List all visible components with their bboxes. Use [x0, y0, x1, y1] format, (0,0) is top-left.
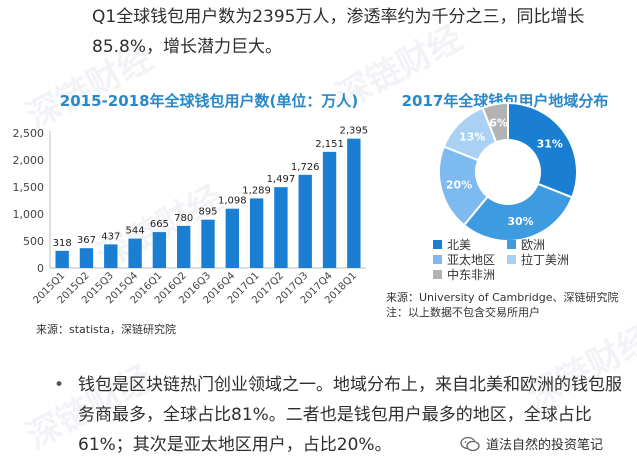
bar-2017Q4 [322, 151, 337, 268]
bar-2018Q1 [347, 138, 361, 268]
y-tick-label: 2,500 [13, 127, 45, 140]
bar-2016Q3 [201, 219, 215, 268]
bar-value-label: 1,726 [291, 162, 320, 173]
pie-source: 来源：University of Cambridge、深链研究院 注：以上数据不… [386, 290, 636, 320]
legend-swatch [507, 255, 516, 264]
y-tick-label: 1,000 [13, 208, 45, 221]
legend-item-亚太地区: 亚太地区 [433, 251, 495, 268]
y-tick-label: 0 [37, 262, 44, 275]
bullet-symbol: • [54, 375, 65, 395]
donut-slice-label: 13% [459, 130, 485, 143]
bar-value-label: 437 [101, 231, 120, 242]
legend-swatch [433, 255, 442, 264]
bar-value-label: 1,289 [242, 185, 271, 196]
legend-label: 北美 [447, 238, 472, 252]
bar-2017Q3 [298, 174, 312, 268]
bar-value-label: 318 [53, 238, 72, 249]
legend-label: 拉丁美洲 [521, 253, 570, 267]
legend-label: 亚太地区 [447, 253, 496, 267]
bar-value-label: 1,497 [267, 174, 296, 185]
wechat-icon [460, 436, 480, 451]
donut-slice-中东非洲 [481, 101, 509, 144]
bar-2015Q1 [55, 250, 69, 268]
legend-item-欧洲: 欧洲 [507, 236, 545, 253]
bar-chart-title: 2015-2018年全球钱包用户数(单位：万人) [59, 92, 359, 110]
bar-value-label: 895 [198, 207, 217, 218]
pie-source-line1: 来源：University of Cambridge、深链研究院 [386, 291, 619, 304]
bar-2015Q3 [104, 244, 118, 268]
wechat-attribution: 道法自然的投资笔记 [460, 434, 603, 453]
bar-2016Q1 [152, 232, 167, 268]
legend-label: 欧洲 [521, 238, 546, 252]
bar-2015Q2 [79, 248, 94, 268]
pie-source-line2: 注：以上数据不包含交易所用户 [386, 306, 540, 319]
wechat-account-name: 道法自然的投资笔记 [486, 438, 604, 453]
legend-label: 中东非洲 [447, 268, 496, 282]
bar-value-label: 2,151 [315, 139, 344, 150]
bar-value-label: 2,395 [340, 126, 369, 137]
donut-slice-label: 30% [507, 215, 533, 228]
donut-slice-欧洲 [462, 182, 574, 242]
bar-value-label: 1,098 [218, 196, 247, 207]
y-tick-label: 2,000 [13, 154, 45, 167]
bar-source: 来源：statista，深链研究院 [36, 323, 176, 336]
intro-paragraph: Q1全球钱包用户数为2395万人，渗透率约为千分之三，同比增长85.8%，增长潜… [92, 7, 585, 57]
legend-item-北美: 北美 [433, 236, 471, 253]
bar-value-label: 367 [77, 235, 96, 246]
donut-slice-label: 20% [446, 179, 472, 192]
donut-slice-北美 [507, 101, 578, 199]
y-tick-label: 1,500 [13, 181, 45, 194]
y-tick-label: 500 [23, 235, 44, 248]
legend-swatch [433, 240, 442, 249]
bar-2017Q1 [249, 198, 264, 268]
bar-2017Q2 [274, 187, 288, 268]
donut-slice-label: 31% [537, 138, 563, 151]
bar-value-label: 544 [126, 226, 145, 237]
donut-slice-label: 6% [489, 116, 508, 129]
bar-value-label: 780 [174, 213, 193, 224]
legend-swatch [433, 270, 442, 279]
pie-chart-title: 2017年全球钱包用户地域分布 [401, 92, 609, 110]
legend-item-中东非洲: 中东非洲 [433, 266, 495, 283]
legend-item-拉丁美洲: 拉丁美洲 [507, 251, 569, 268]
bar-2016Q4 [225, 208, 239, 268]
bar-value-label: 665 [150, 219, 169, 230]
bar-2016Q2 [177, 225, 191, 268]
legend-swatch [507, 240, 516, 249]
bar-2015Q4 [128, 238, 142, 268]
bullet-paragraph: 钱包是区块链热门创业领域之一。地域分布上，来自北美和欧洲的钱包服务商最多，全球占… [78, 375, 622, 455]
